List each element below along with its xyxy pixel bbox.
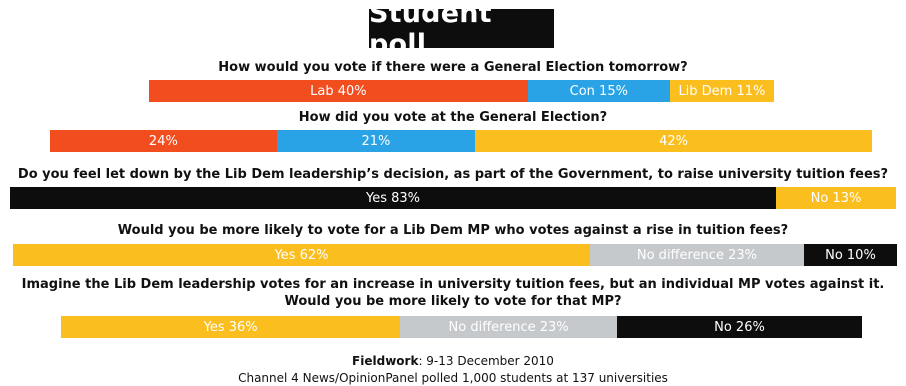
fieldwork-value: : 9-13 December 2010 <box>418 354 554 368</box>
bar-segment-label: Yes 83% <box>366 190 421 206</box>
bar-segment-label: No 13% <box>810 190 862 206</box>
bar-segment-label: Lab 40% <box>310 83 367 99</box>
question-2: How did you vote at the General Election… <box>298 110 608 125</box>
question-1: How would you vote if there were a Gener… <box>218 60 688 75</box>
bar-segment: Con 15% <box>527 80 670 102</box>
bar-row-4: Yes 62% No difference 23% No 10% <box>13 244 897 266</box>
bar-segment-label: 21% <box>361 133 391 149</box>
bar-segment: No 26% <box>616 316 862 338</box>
bar-row-5: Yes 36% No difference 23% No 26% <box>61 316 862 338</box>
bar-segment: 42% <box>475 130 872 152</box>
bar-segment-label: Yes 36% <box>203 319 258 335</box>
bar-segment-label: No difference 23% <box>636 247 757 263</box>
question-5-line-2: Would you be more likely to vote for tha… <box>284 294 622 309</box>
bar-row-2: 24% 21% 42% <box>50 130 872 152</box>
bar-row-3: Yes 83% No 13% <box>10 187 896 209</box>
bar-segment: Lab 40% <box>149 80 528 102</box>
bar-row-1: Lab 40% Con 15% Lib Dem 11% <box>149 80 774 102</box>
bar-segment: 21% <box>276 130 476 152</box>
question-3: Do you feel let down by the Lib Dem lead… <box>17 167 889 182</box>
bar-segment-label: No 26% <box>714 319 765 335</box>
fieldwork-label: Fieldwork <box>352 354 419 368</box>
bar-segment: No 13% <box>776 187 896 209</box>
bar-segment: Yes 83% <box>10 187 777 209</box>
bar-segment: 24% <box>50 130 277 152</box>
question-4: Would you be more likely to vote for a L… <box>117 223 789 238</box>
bar-segment-label: No difference 23% <box>448 319 569 335</box>
question-5-line-1: Imagine the Lib Dem leadership votes for… <box>21 277 885 292</box>
chart-title: Student poll <box>369 0 554 60</box>
bar-segment: No difference 23% <box>589 244 804 266</box>
bar-segment-label: No 10% <box>825 247 876 263</box>
bar-segment-label: 24% <box>148 133 178 149</box>
bar-segment: No difference 23% <box>400 316 617 338</box>
bar-segment: Yes 36% <box>61 316 401 338</box>
bar-segment-label: Yes 62% <box>274 247 329 263</box>
bar-segment: Lib Dem 11% <box>669 80 774 102</box>
bar-segment: No 10% <box>803 244 897 266</box>
source-note: Channel 4 News/OpinionPanel polled 1,000… <box>238 371 668 385</box>
bar-segment-label: 42% <box>659 133 689 149</box>
fieldwork-note: Fieldwork: 9-13 December 2010 <box>0 353 906 369</box>
bar-segment-label: Lib Dem 11% <box>678 83 766 99</box>
bar-segment: Yes 62% <box>13 244 590 266</box>
bar-segment-label: Con 15% <box>569 83 628 99</box>
